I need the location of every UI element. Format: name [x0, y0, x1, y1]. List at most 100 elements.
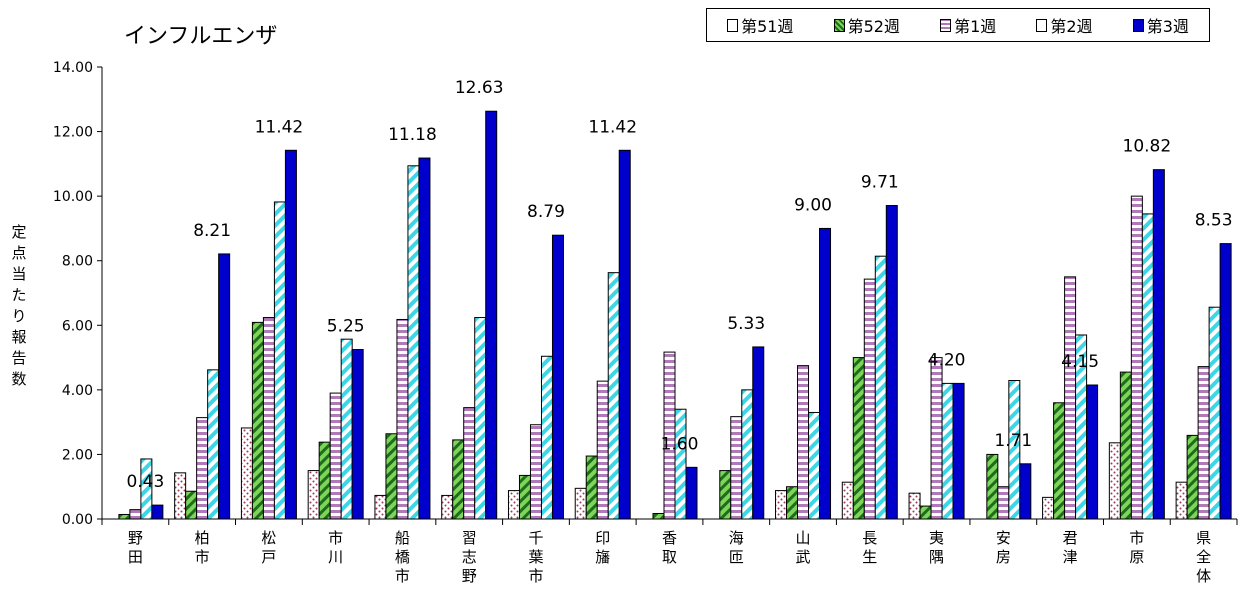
bar-week1 [1131, 196, 1142, 519]
bar-week1 [1198, 367, 1209, 519]
bar-week1 [731, 417, 742, 519]
data-label: 8.53 [1195, 211, 1233, 231]
bar-week2 [675, 409, 686, 519]
data-label: 9.71 [861, 173, 899, 193]
x-tick-label: 県全体 [1196, 529, 1211, 585]
y-axis-label: 定点当たり報告数 [10, 222, 28, 390]
y-axis-label-char: り [10, 306, 28, 327]
bar-week51 [375, 495, 386, 519]
bar-week3 [1087, 385, 1098, 519]
bar-week52 [586, 456, 597, 519]
data-label: 11.18 [388, 125, 437, 145]
bar-week51 [241, 428, 252, 519]
bar-week1 [464, 408, 475, 519]
y-axis: 0.002.004.006.008.0010.0012.0014.00 [53, 60, 102, 528]
data-label: 11.42 [588, 117, 637, 137]
bar-week1 [130, 510, 141, 519]
data-label: 10.82 [1123, 137, 1172, 157]
bar-week3 [753, 347, 764, 519]
bar-week52 [519, 475, 530, 519]
bar-week52 [920, 506, 931, 519]
y-axis-label-char: 告 [10, 348, 28, 369]
bar-week2 [809, 412, 820, 519]
legend-label-w3: 第3週 [1147, 13, 1189, 37]
x-tick-label: 安房 [996, 529, 1011, 566]
bar-week51 [909, 493, 920, 519]
bar-week3 [820, 228, 831, 519]
bar-week3 [1153, 170, 1164, 519]
y-axis-label-char: 点 [10, 243, 28, 264]
bar-week1 [998, 487, 1009, 519]
bar-week52 [252, 322, 263, 519]
y-axis-label-char: 数 [10, 369, 28, 390]
legend-label-w51: 第51週 [741, 13, 793, 37]
data-label: 8.21 [193, 221, 231, 241]
data-label: 8.79 [527, 202, 565, 222]
bar-week2 [1209, 307, 1220, 519]
bar-week1 [864, 279, 875, 519]
bar-week51 [175, 473, 186, 519]
data-label: 5.25 [327, 317, 365, 337]
bar-week51 [1109, 443, 1120, 519]
x-tick-label: 長生 [862, 529, 877, 566]
bar-week1 [798, 366, 809, 519]
bar-week52 [453, 440, 464, 519]
x-tick-label: 柏市 [195, 529, 210, 566]
x-tick-label: 香取 [662, 529, 677, 566]
bar-week52 [319, 442, 330, 519]
bar-week2 [341, 339, 352, 519]
legend-swatch-w51 [727, 19, 738, 32]
y-axis-label-char: た [10, 285, 28, 306]
y-tick-label: 10.00 [53, 189, 93, 205]
bar-week2 [1142, 214, 1153, 519]
x-tick-label: 君津 [1063, 529, 1078, 566]
x-tick-label: 夷隅 [929, 529, 944, 566]
x-axis: 野田 柏市 松戸 市川 船橋市 習志野 千葉市 印旛 香取 海匝 山武 長生 夷隅 安房 君津 市原 県全体 [102, 519, 1237, 585]
x-tick-label: 市川 [328, 529, 343, 566]
bar-week52 [1187, 435, 1198, 519]
data-label: 12.63 [455, 78, 504, 98]
bar-week52 [1054, 403, 1065, 519]
bar-week1 [397, 319, 408, 519]
y-tick-label: 12.00 [53, 125, 93, 141]
x-tick-label: 野田 [128, 529, 143, 566]
x-tick-label: 船橋市 [395, 529, 410, 585]
bar-week52 [853, 358, 864, 519]
bar-week51 [776, 491, 787, 519]
y-tick-label: 0.00 [62, 512, 93, 528]
bar-week52 [787, 487, 798, 519]
bar-week51 [1043, 497, 1054, 519]
bar-week1 [1065, 277, 1076, 519]
bar-week52 [1120, 372, 1131, 519]
bar-week3 [285, 150, 296, 519]
bar-week2 [475, 318, 486, 519]
bar-week3 [552, 235, 563, 519]
y-tick-label: 8.00 [62, 254, 93, 270]
data-label: 5.33 [727, 314, 765, 334]
bar-week3 [953, 383, 964, 519]
bar-week51 [508, 491, 519, 519]
legend-swatch-w1 [940, 19, 951, 32]
bar-week3 [686, 467, 697, 519]
x-tick-label: 海匝 [729, 529, 744, 566]
bar-week52 [386, 434, 397, 519]
y-tick-label: 6.00 [62, 318, 93, 334]
bar-week1 [197, 418, 208, 519]
bar-week52 [653, 514, 664, 519]
x-tick-label: 印旛 [595, 529, 610, 566]
legend-swatch-w2 [1036, 19, 1047, 32]
bar-week2 [274, 202, 285, 519]
legend-swatch-w52 [834, 19, 845, 32]
bar-week2 [608, 273, 619, 519]
bar-week1 [597, 381, 608, 519]
data-label: 4.20 [928, 350, 966, 370]
data-label: 0.43 [126, 472, 164, 492]
bar-week2 [408, 166, 419, 519]
bar-week51 [842, 482, 853, 519]
legend-item-w52: 第52週 [834, 13, 900, 37]
legend-label-w1: 第1週 [954, 13, 996, 37]
y-tick-label: 4.00 [62, 383, 93, 399]
bar-week51 [308, 471, 319, 519]
bar-week1 [263, 318, 274, 519]
